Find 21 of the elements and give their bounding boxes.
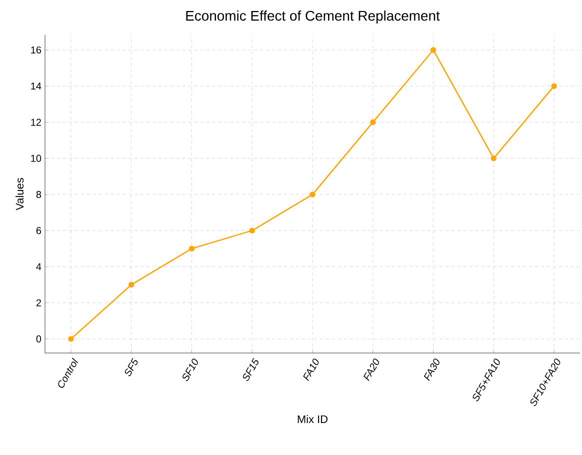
y-tick-label: 12	[31, 118, 41, 126]
y-tick-label: 16	[31, 46, 42, 54]
y-axis-title: Values	[16, 178, 24, 210]
x-axis-title: Mix ID	[298, 415, 328, 423]
y-tick-label: 6	[36, 227, 42, 234]
point	[430, 47, 436, 53]
point	[249, 228, 255, 234]
y-tick-label: 8	[36, 190, 42, 198]
point	[490, 155, 497, 162]
point	[370, 119, 376, 126]
point	[188, 246, 195, 252]
y-tick-label: 10	[31, 154, 42, 162]
chart-title: Economic Effect of Cement Replacement	[186, 10, 440, 24]
y-tick-label: 4	[36, 263, 42, 270]
point	[128, 282, 134, 288]
y-tick-label: 2	[36, 299, 41, 306]
y-tick-label: 0	[36, 335, 42, 342]
y-tick-label: 14	[31, 82, 42, 90]
point	[551, 83, 557, 89]
point	[310, 192, 316, 198]
point	[68, 336, 74, 342]
